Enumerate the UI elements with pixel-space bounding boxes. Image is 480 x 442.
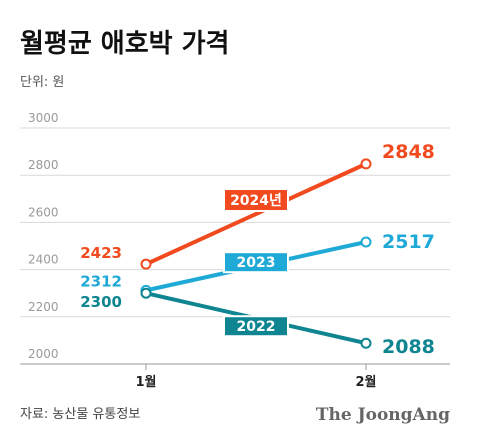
unit-label: 단위: 원 [20, 75, 64, 90]
series-name-label: 2023 [237, 255, 276, 271]
series-name-label: 2024년 [230, 193, 282, 209]
end-value-label: 2848 [382, 141, 435, 163]
data-point [140, 258, 152, 270]
start-value-label: 2312 [80, 272, 122, 290]
series-name-label: 2022 [237, 319, 276, 335]
end-value-label: 2088 [382, 336, 435, 358]
chart-title: 월평균 애호박 가격 [20, 29, 229, 59]
y-tick-label: 2400 [28, 253, 59, 267]
start-value-label: 2423 [80, 244, 122, 262]
series-group: 2024년 2423 2848 2023 2312 2517 2022 2300 2088 [80, 141, 435, 358]
y-tick-label: 2800 [28, 158, 59, 172]
y-axis-ticks: 2000 2200 2400 2600 2800 3000 [28, 111, 59, 361]
data-point [360, 337, 372, 349]
start-value-label: 2300 [80, 293, 122, 311]
series-tag [223, 251, 289, 274]
y-tick-label: 3000 [28, 111, 59, 125]
source-label: 자료: 농산물 유통정보 [20, 407, 140, 422]
data-point [360, 236, 372, 248]
x-axis: 1월 2월 [135, 364, 377, 390]
series-2023: 2023 2312 2517 [80, 231, 435, 296]
series-2022: 2022 2300 2088 [80, 287, 435, 358]
end-value-label: 2517 [382, 231, 435, 253]
series-tag [223, 188, 289, 213]
y-tick-label: 2600 [28, 205, 59, 219]
series-line [144, 161, 368, 267]
y-tick-label: 2200 [28, 300, 59, 314]
x-tick-label: 1월 [135, 374, 156, 390]
y-tick-label: 2000 [28, 347, 59, 361]
data-point [140, 287, 152, 299]
series-2024년: 2024년 2423 2848 [80, 141, 435, 270]
data-point [360, 158, 372, 170]
series-tag [223, 315, 289, 338]
brand-logo: The JoongAng [316, 405, 450, 425]
x-tick-label: 2월 [355, 374, 376, 390]
